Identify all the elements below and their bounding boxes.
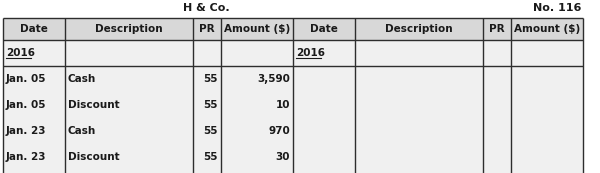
Text: 10: 10 [275, 100, 290, 110]
Text: Description: Description [385, 24, 453, 34]
Text: 2016: 2016 [6, 48, 35, 58]
Text: PR: PR [199, 24, 215, 34]
Text: PR: PR [489, 24, 505, 34]
Text: Date: Date [20, 24, 48, 34]
Text: Jan. 05: Jan. 05 [6, 74, 47, 84]
Text: 2016: 2016 [296, 48, 325, 58]
Bar [3, 18, 583, 40]
Text: Jan. 23: Jan. 23 [6, 152, 47, 162]
Text: Description: Description [95, 24, 163, 34]
Text: Cash: Cash [68, 74, 96, 84]
Text: 970: 970 [268, 126, 290, 136]
Text: Discount: Discount [68, 152, 119, 162]
Text: Amount ($): Amount ($) [514, 24, 580, 34]
Text: No. 116: No. 116 [533, 3, 581, 13]
Text: 55: 55 [203, 126, 218, 136]
Text: Jan. 05: Jan. 05 [6, 100, 47, 110]
Text: 3,590: 3,590 [257, 74, 290, 84]
Text: 30: 30 [275, 152, 290, 162]
Text: H & Co.: H & Co. [182, 3, 229, 13]
Text: 55: 55 [203, 100, 218, 110]
Text: Amount ($): Amount ($) [224, 24, 290, 34]
Text: 55: 55 [203, 152, 218, 162]
Text: Discount: Discount [68, 100, 119, 110]
Text: Jan. 23: Jan. 23 [6, 126, 47, 136]
Text: Date: Date [310, 24, 338, 34]
Text: Cash: Cash [68, 126, 96, 136]
Text: 55: 55 [203, 74, 218, 84]
